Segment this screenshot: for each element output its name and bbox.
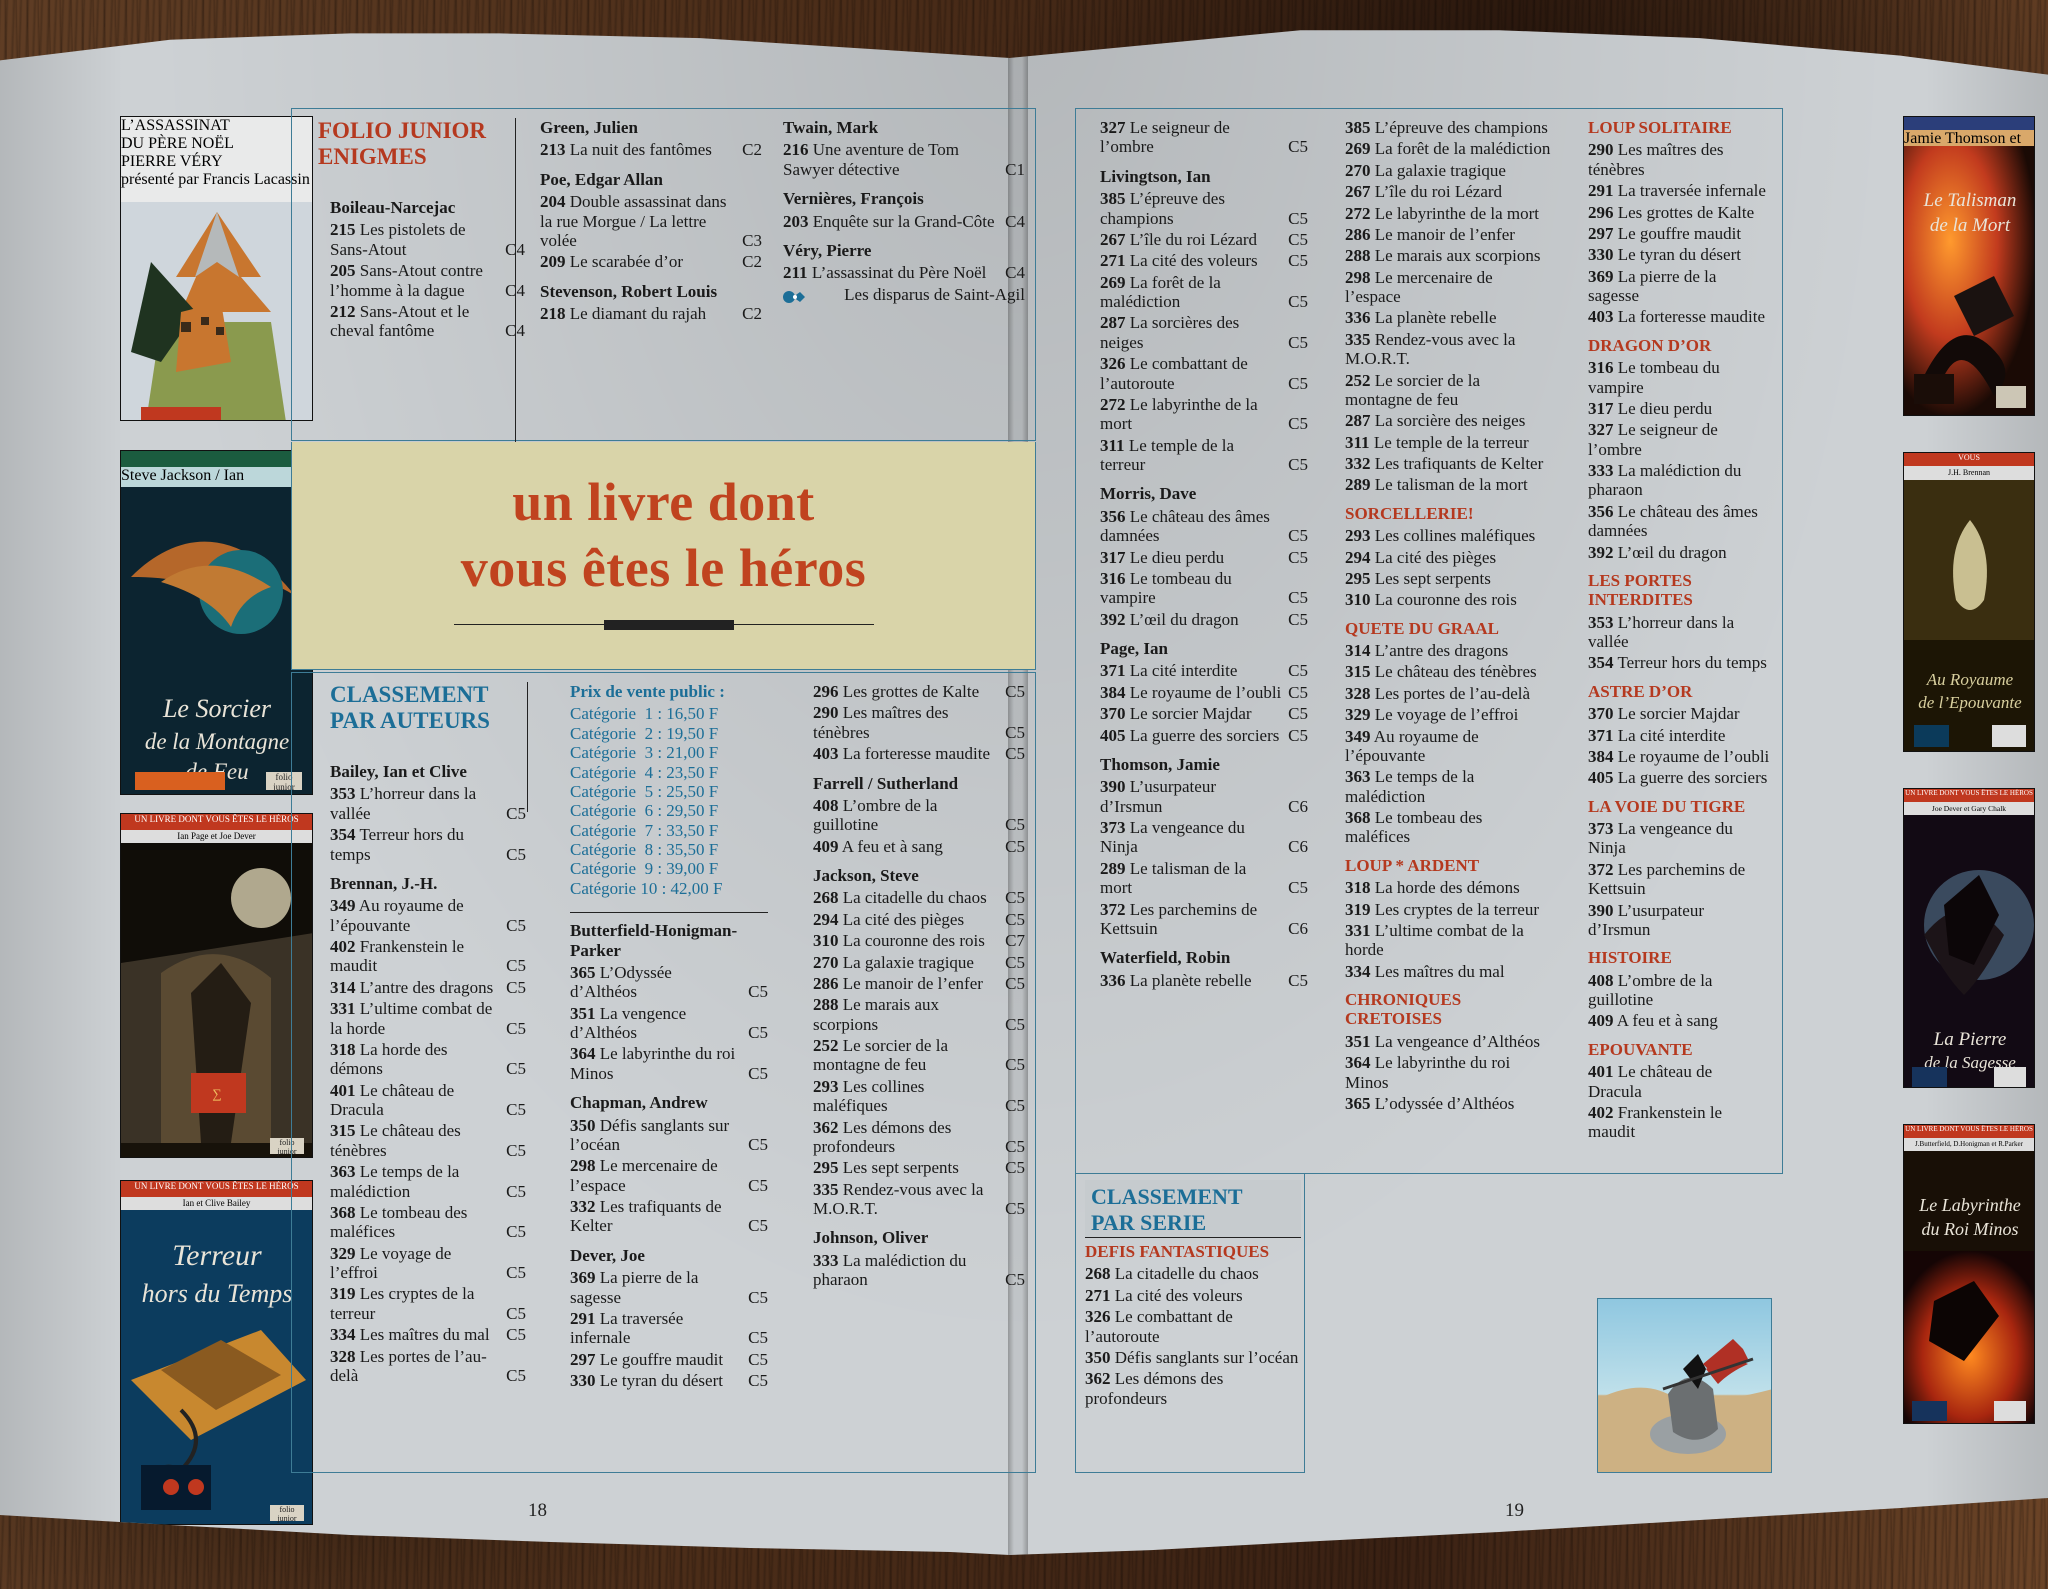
svg-text:de la Mort: de la Mort <box>1930 215 2011 236</box>
svg-text:Terreur: Terreur <box>172 1239 262 1272</box>
svg-text:Le Sorcier: Le Sorcier <box>162 694 272 723</box>
svg-text:hors du Temps: hors du Temps <box>142 1279 293 1308</box>
svg-text:Le Labyrinthe: Le Labyrinthe <box>1918 1195 2021 1215</box>
svg-text:∑: ∑ <box>212 1086 221 1101</box>
svg-text:Le Talisman: Le Talisman <box>1923 190 2017 211</box>
svg-text:du Roi Minos: du Roi Minos <box>1922 1219 2019 1239</box>
svg-text:de l’Epouvante: de l’Epouvante <box>1918 693 2022 712</box>
svg-text:de la Montagne: de la Montagne <box>145 729 289 754</box>
svg-text:Au Royaume: Au Royaume <box>1926 670 2014 689</box>
svg-text:La Pierre: La Pierre <box>1933 1029 2007 1050</box>
